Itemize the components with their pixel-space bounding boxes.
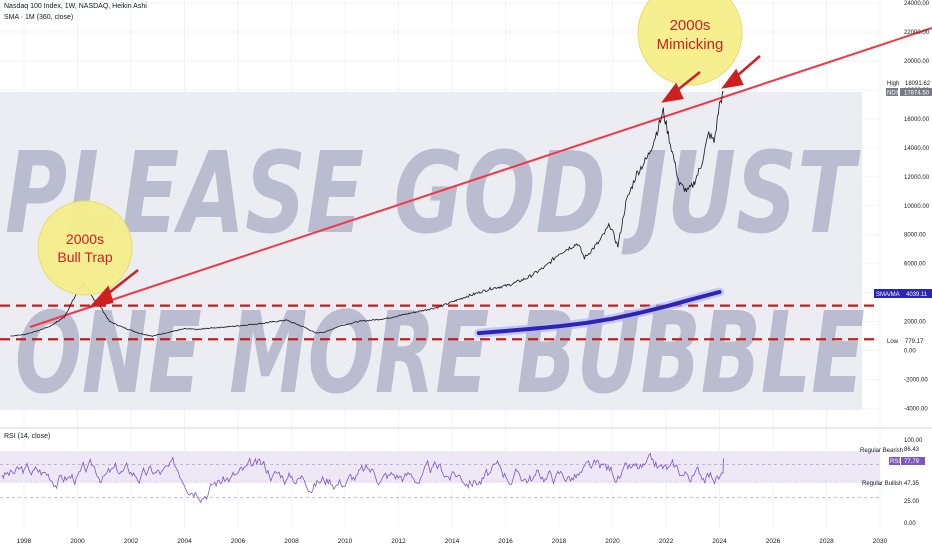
- overlay-backdrop: [0, 92, 862, 410]
- bubble-mimicking-line-1: 2000s: [670, 17, 711, 34]
- y-tick-label: 8000.00: [904, 233, 926, 239]
- x-tick-label: 2018: [552, 538, 567, 545]
- rsi-tick-25: 25.00: [904, 499, 920, 505]
- overlay-line-2: ONE MORE BUBBLE: [15, 289, 865, 419]
- time-axis: 1998 2000 2002 2004 2006 2008 2010 2012 2014 2016…: [17, 538, 888, 545]
- x-tick-label: 2020: [605, 538, 620, 545]
- y-tick-label: 2000.00: [904, 320, 926, 326]
- x-tick-label: 2028: [819, 538, 834, 545]
- y-tick-label: -4000.00: [904, 406, 928, 412]
- y-tick-label: 22000.00: [904, 30, 930, 36]
- y-tick-label: 6000.00: [904, 262, 926, 268]
- x-tick-label: 2008: [284, 538, 299, 545]
- x-tick-label: 2024: [712, 538, 727, 545]
- rsi-tag-label: RSI: [890, 459, 900, 465]
- rsi-pane: [0, 451, 880, 504]
- bubble-bull-trap-line-2: Bull Trap: [57, 249, 112, 265]
- y-tick-label: 14000.00: [904, 146, 930, 152]
- x-tick-label: 2006: [231, 538, 246, 545]
- high-tag-value: 18091.62: [905, 81, 931, 87]
- x-tick-label: 2010: [338, 538, 353, 545]
- y-tick-label: 24000.00: [904, 1, 930, 7]
- x-tick-label: 2022: [659, 538, 674, 545]
- rsi-tick-100: 100.00: [904, 438, 923, 444]
- rsi-tag-value: 77.79: [904, 459, 920, 465]
- x-tick-label: 2002: [124, 538, 139, 545]
- x-tick-label: 2004: [177, 538, 192, 545]
- y-tick-label: 10000.00: [904, 204, 930, 210]
- rsi-labels: Regular Bearish Regular Bullish RSI 77.7…: [860, 438, 925, 527]
- trend-line-path: [29, 27, 932, 328]
- ndx-tag-box: [886, 88, 898, 96]
- high-tag-label: High: [887, 81, 899, 87]
- rsi-title: RSI (14, close): [4, 433, 51, 440]
- rsi-tick-0: 0.00: [904, 521, 916, 527]
- rsi-tick-47: 47.35: [904, 481, 920, 487]
- sma-series-line: [476, 290, 722, 336]
- bubble-bull-trap-circle: [37, 200, 133, 296]
- x-tick-label: 2030: [873, 538, 888, 545]
- trend-line: [29, 27, 932, 328]
- x-tick-label: 2026: [766, 538, 781, 545]
- x-tick-label: 2000: [70, 538, 85, 545]
- sma-tag-value: 4039.11: [906, 292, 928, 298]
- arrow-mimicking-2-head: [721, 68, 744, 89]
- ndx-tag-value: 17874.50: [904, 91, 930, 97]
- y-tick-label: -2000.00: [904, 377, 928, 383]
- rsi-series-line: [1, 452, 724, 504]
- bubble-mimicking-circle: [637, 0, 743, 86]
- rsi-tick-86: 86.43: [904, 447, 920, 453]
- y-tick-label: 12000.00: [904, 175, 930, 181]
- rsi-band: [0, 451, 880, 484]
- sma-value-box: [904, 289, 932, 298]
- bubble-mimicking-line-2: Mimicking: [657, 36, 724, 53]
- x-tick-label: 1998: [17, 538, 32, 545]
- y-tick-label: 16000.00: [904, 117, 930, 123]
- price-axis: -4000.00-2000.000.002000.004000.006000.0…: [904, 1, 930, 412]
- bubble-bull-trap: 2000s Bull Trap: [37, 200, 133, 296]
- rsi-tag-box: [889, 457, 900, 465]
- arrow-bull-trap-head: [88, 285, 114, 308]
- bubble-mimicking: 2000s Mimicking: [637, 0, 743, 86]
- x-tick-label: 2016: [498, 538, 513, 545]
- price-series-line: [10, 91, 724, 337]
- sma-indicator-label: SMA · 1M (360, close): [4, 14, 74, 21]
- price-tags: High 18091.62 NDX 17874.50 SMA/MA 4039.1…: [874, 81, 932, 345]
- arrows: [88, 55, 761, 308]
- low-tag-value: 779.17: [905, 339, 924, 345]
- ndx-tag-label: NDX: [887, 91, 900, 97]
- sma-tag-box: [874, 289, 904, 298]
- rsi-regular-bullish: Regular Bullish: [862, 481, 902, 487]
- rsi-regular-bearish: Regular Bearish: [860, 448, 903, 454]
- ndx-value-box: [900, 88, 932, 96]
- y-tick-label: 20000.00: [904, 59, 930, 65]
- x-tick-label: 2012: [391, 538, 406, 545]
- reference-lines: [0, 304, 880, 341]
- chart-title: Nasdaq 100 Index, 1W, NASDAQ, Heikin Ash…: [4, 3, 147, 10]
- low-tag-label: Low: [887, 339, 899, 345]
- series-layer: [10, 91, 724, 338]
- y-tick-label: 0.00: [904, 349, 916, 355]
- arrow-mimicking-1-head: [661, 82, 684, 103]
- rsi-value-box: [901, 457, 925, 465]
- sma-tag-label: SMA/MA: [876, 292, 900, 298]
- x-tick-label: 2014: [445, 538, 460, 545]
- bubble-bull-trap-line-1: 2000s: [66, 231, 104, 247]
